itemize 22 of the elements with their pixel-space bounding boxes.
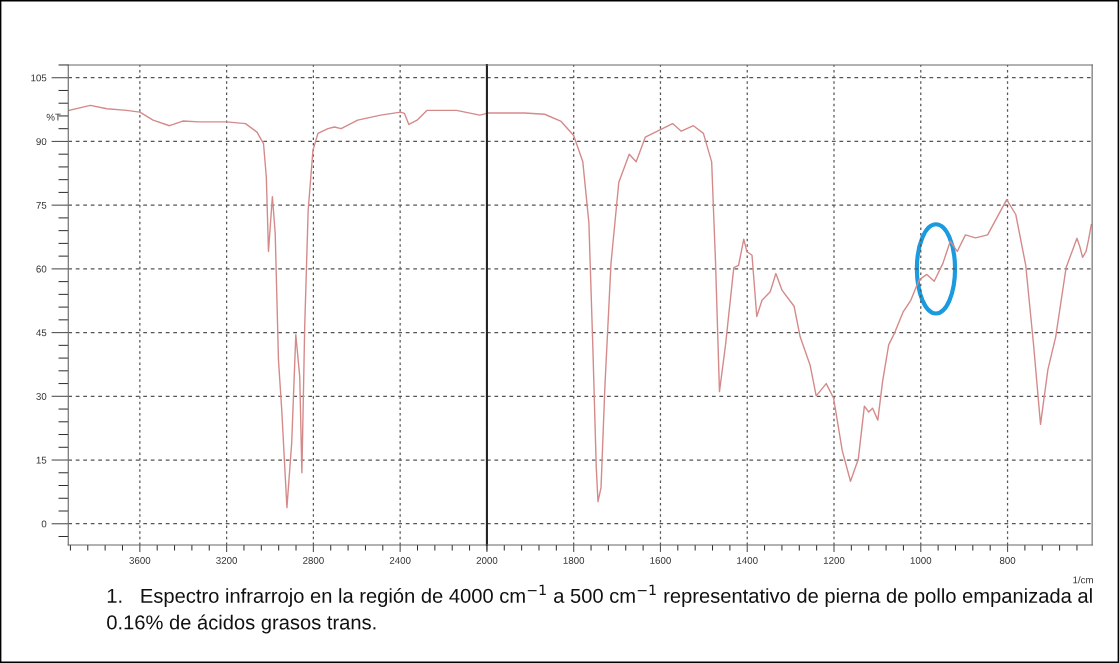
y-tick-label: 105 bbox=[31, 74, 47, 82]
y-tick-label: 0 bbox=[41, 520, 47, 528]
x-tick-label: 3600 bbox=[129, 557, 151, 564]
y-axis-title: %T bbox=[46, 113, 61, 121]
y-tick-label: 45 bbox=[36, 329, 47, 337]
x-tick-label: 800 bbox=[999, 557, 1016, 564]
y-tick-label: 90 bbox=[36, 138, 47, 146]
x-tick-label: 1000 bbox=[910, 557, 932, 564]
y-tick-label: 60 bbox=[36, 265, 47, 273]
x-tick-label: 1200 bbox=[823, 557, 845, 564]
x-tick-label: 2800 bbox=[303, 557, 324, 564]
x-tick-label: 1800 bbox=[563, 557, 585, 564]
x-tick-label: 2000 bbox=[476, 557, 498, 564]
text: 1. Espectro infrarrojo en la región de 4000 cm$^{−1}$ a 500 cm$^{−1}$ representativo de pierna de pollo empanizada al 0.16% de ácidos grasos trans. bbox=[107, 584, 1092, 634]
y-tick-label: 30 bbox=[36, 393, 47, 400]
x-tick-label: 1600 bbox=[650, 557, 671, 564]
x-tick-label: 1400 bbox=[737, 557, 758, 564]
y-tick-label: 15 bbox=[36, 456, 47, 464]
x-tick-label: 3200 bbox=[216, 557, 238, 564]
x-axis-title: 1/cm bbox=[1073, 576, 1093, 584]
y-tick-label: 75 bbox=[36, 201, 47, 209]
x-tick-label: 2400 bbox=[389, 557, 411, 564]
